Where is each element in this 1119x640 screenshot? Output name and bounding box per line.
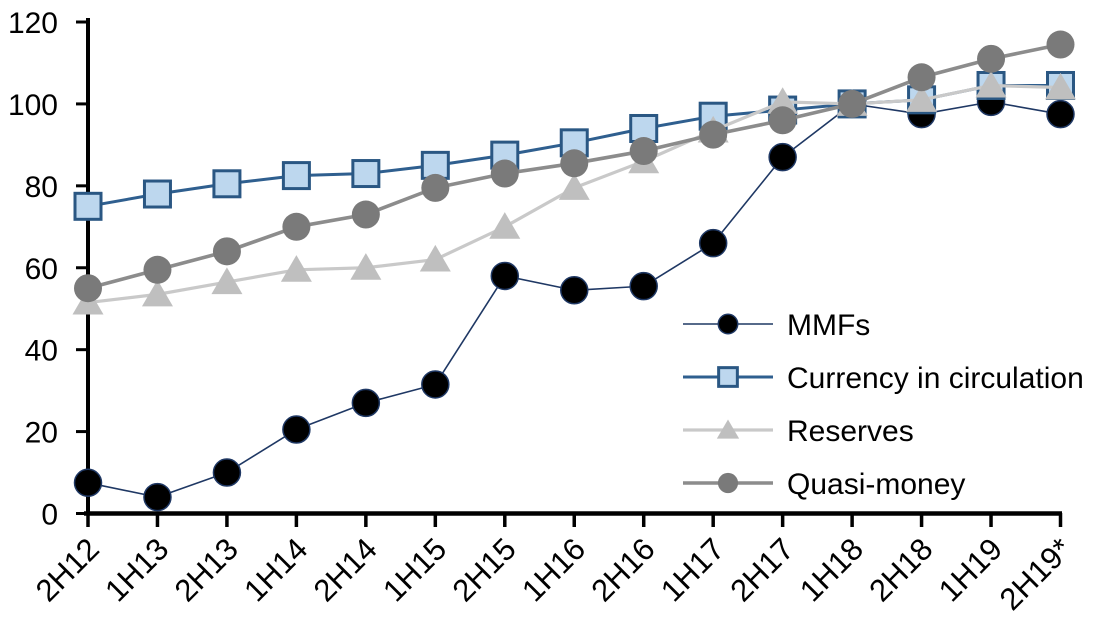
marker-circle-mmfs <box>421 370 450 399</box>
marker-circle-mmfs <box>212 458 242 487</box>
marker-triangle-reserves <box>1045 72 1076 100</box>
marker-circle-mmfs <box>698 228 728 258</box>
marker-circle-quasi-money <box>490 159 519 188</box>
marker-circle-quasi-money <box>838 89 867 118</box>
marker-square-legend-currency-in-circulation <box>717 366 739 388</box>
x-tick-label: 1H16 <box>515 531 592 608</box>
marker-circle-mmfs <box>73 468 103 498</box>
x-tick-label: 2H17 <box>723 531 800 608</box>
marker-circle-mmfs <box>560 276 589 305</box>
marker-triangle-reserves <box>906 85 938 112</box>
y-tick-label: 100 <box>8 89 58 122</box>
y-tick-label: 60 <box>25 253 58 286</box>
marker-circle-quasi-money <box>351 200 380 229</box>
y-tick-label: 80 <box>25 171 58 204</box>
marker-square-currency-in-circulation <box>73 191 103 221</box>
x-tick-label: 1H15 <box>376 531 453 608</box>
marker-triangle-reserves <box>767 87 799 114</box>
marker-triangle-reserves <box>350 253 382 280</box>
y-tick-label: 0 <box>41 499 58 532</box>
legend-label-mmfs: MMFs <box>787 309 870 342</box>
marker-circle-mmfs <box>490 261 520 291</box>
x-tick-label: 2H18 <box>862 531 939 608</box>
marker-triangle-reserves <box>975 70 1007 98</box>
legend-label-reserves: Reserves <box>787 415 914 448</box>
marker-triangle-reserves <box>141 279 173 307</box>
x-tick-label: 1H14 <box>237 531 314 608</box>
legend-label-quasi-money: Quasi-money <box>787 468 965 501</box>
x-tick-label: 2H12 <box>29 531 106 608</box>
x-tick-label: 1H13 <box>98 531 175 608</box>
x-tick-label: 1H17 <box>654 531 731 608</box>
marker-circle-legend-quasi-money <box>717 472 739 494</box>
marker-square-currency-in-circulation <box>351 159 381 189</box>
x-tick-label: 2H15 <box>446 531 523 608</box>
marker-circle-quasi-money <box>907 63 936 92</box>
marker-circle-mmfs <box>768 142 797 172</box>
marker-circle-mmfs <box>1046 99 1075 129</box>
marker-circle-quasi-money <box>977 44 1006 73</box>
marker-square-currency-in-circulation <box>281 161 311 191</box>
marker-square-currency-in-circulation <box>212 169 242 199</box>
marker-circle-quasi-money <box>1046 30 1075 59</box>
marker-triangle-legend-reserves <box>716 419 740 439</box>
y-tick-label: 40 <box>25 335 58 368</box>
marker-circle-mmfs <box>351 388 381 418</box>
y-tick-label: 120 <box>8 7 58 40</box>
marker-circle-quasi-money <box>282 212 311 241</box>
marker-triangle-reserves <box>419 244 451 272</box>
x-tick-label: 2H14 <box>307 531 384 608</box>
marker-circle-mmfs <box>282 415 311 444</box>
y-tick-label: 20 <box>25 417 58 450</box>
marker-circle-quasi-money <box>212 237 241 266</box>
marker-circle-quasi-money <box>629 137 658 166</box>
marker-triangle-reserves <box>558 173 590 200</box>
marker-circle-quasi-money <box>74 274 102 303</box>
marker-circle-quasi-money <box>560 149 589 178</box>
marker-circle-legend-mmfs <box>717 313 739 335</box>
legend-label-currency-in-circulation: Currency in circulation <box>787 362 1084 395</box>
marker-triangle-reserves <box>211 267 243 295</box>
marker-square-currency-in-circulation <box>142 179 172 209</box>
marker-triangle-reserves <box>489 212 521 239</box>
marker-circle-quasi-money <box>768 106 797 135</box>
x-tick-label: 2H19* <box>993 531 1079 617</box>
x-tick-label: 2H13 <box>168 531 245 608</box>
x-tick-label: 2H16 <box>585 531 662 608</box>
marker-circle-quasi-money <box>421 173 450 202</box>
marker-square-currency-in-circulation <box>629 113 659 143</box>
marker-circle-quasi-money <box>143 255 172 284</box>
marker-circle-quasi-money <box>699 120 728 149</box>
marker-circle-mmfs <box>629 271 658 301</box>
x-tick-label: 1H18 <box>793 531 870 608</box>
marker-circle-mmfs <box>143 482 172 512</box>
marker-triangle-reserves <box>280 255 312 282</box>
